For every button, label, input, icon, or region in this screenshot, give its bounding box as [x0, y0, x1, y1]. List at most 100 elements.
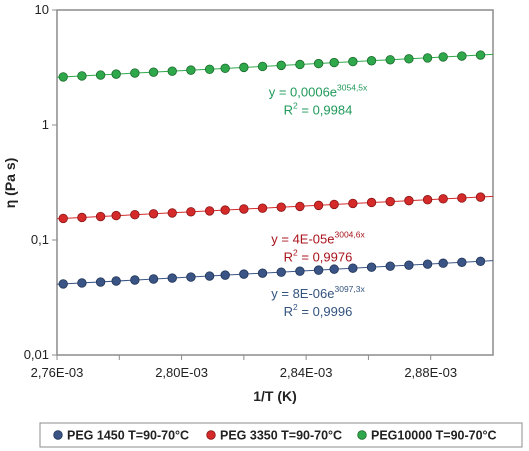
data-point	[422, 259, 433, 269]
data-point	[148, 67, 159, 77]
x-tick-label: 2,88E-03	[404, 365, 457, 380]
r-squared-label: R2 = 0,9976	[284, 247, 353, 264]
plot-area	[56, 9, 494, 356]
data-point	[186, 272, 196, 282]
y-tick-label: 0,1	[31, 232, 49, 247]
data-point	[276, 267, 286, 277]
data-point	[404, 54, 414, 64]
y-tick-label: 0,01	[24, 347, 49, 362]
trend-equation: y = 0,0006e3054,5x	[269, 83, 368, 100]
plot-frame	[56, 9, 494, 356]
data-markers	[58, 50, 486, 289]
data-point	[95, 70, 106, 80]
data-point	[111, 276, 121, 286]
data-point	[475, 192, 486, 202]
y-axis: 0,01 0,1 1 10	[24, 2, 57, 362]
data-point	[313, 200, 324, 211]
legend-label: PEG 3350 T=90-70°C	[220, 429, 342, 443]
data-point	[295, 201, 305, 212]
data-point	[95, 211, 106, 222]
data-point	[186, 65, 196, 75]
data-point	[404, 260, 414, 270]
trend-equation: y = 4E-05e3004,6x	[271, 229, 365, 246]
data-point	[257, 61, 268, 72]
data-point	[239, 62, 249, 73]
data-point	[457, 193, 467, 203]
data-point	[276, 202, 286, 212]
data-point	[438, 258, 448, 268]
data-point	[130, 275, 140, 285]
data-point	[186, 207, 196, 217]
data-point	[257, 268, 268, 278]
x-axis-title: 1/T (K)	[253, 388, 297, 404]
legend-frame	[39, 422, 523, 448]
legend-marker	[53, 430, 63, 440]
x-tick-label: 2,80E-03	[155, 365, 208, 380]
data-point	[95, 277, 106, 287]
data-point	[111, 69, 121, 79]
data-point	[167, 66, 177, 76]
legend-item: PEG 3350 T=90-70°C	[206, 429, 342, 443]
trend-equation: y = 8E-06e3097,3x	[271, 284, 365, 301]
data-point	[204, 64, 215, 75]
data-point	[295, 266, 305, 276]
data-point	[366, 262, 377, 272]
trendline	[56, 53, 494, 78]
data-point	[422, 195, 433, 205]
data-point	[313, 58, 324, 69]
data-point	[348, 198, 358, 209]
data-point	[366, 56, 377, 66]
data-point	[58, 213, 68, 224]
data-point	[77, 278, 87, 288]
data-point	[313, 265, 324, 275]
data-point	[204, 206, 215, 216]
legend-marker	[357, 430, 367, 440]
data-point	[239, 269, 249, 279]
r-squared-label: R2 = 0,9984	[284, 101, 353, 118]
data-point	[475, 256, 486, 266]
data-point	[220, 270, 230, 280]
data-point	[404, 195, 414, 206]
legend-marker	[206, 430, 216, 440]
data-point	[366, 197, 377, 208]
data-point	[329, 264, 339, 274]
data-point	[204, 271, 215, 281]
data-point	[385, 261, 395, 271]
x-tick-label: 2,76E-03	[31, 365, 84, 380]
data-point	[276, 60, 286, 71]
data-point	[239, 204, 249, 214]
r-squared-label: R2 = 0,9996	[284, 302, 353, 319]
y-tick-label: 1	[42, 117, 49, 132]
trendline	[56, 260, 494, 285]
legend-label: PEG10000 T=90-70°C	[371, 429, 497, 443]
data-point	[457, 257, 467, 267]
data-point	[148, 274, 159, 284]
data-point	[329, 199, 339, 210]
data-point	[220, 205, 230, 215]
data-point	[167, 273, 177, 283]
data-point	[475, 50, 486, 60]
y-tick-label: 10	[35, 2, 49, 17]
x-tick-label: 2,84E-03	[280, 365, 333, 380]
data-point	[130, 209, 140, 220]
data-point	[422, 53, 433, 63]
data-point	[385, 55, 395, 65]
y-axis-title: η (Pa s)	[2, 158, 18, 209]
trendlines	[56, 53, 494, 285]
data-point	[295, 59, 305, 70]
legend-item: PEG10000 T=90-70°C	[357, 429, 497, 443]
data-point	[220, 63, 230, 74]
x-axis: 2,76E-03 2,80E-03 2,84E-03 2,88E-03	[31, 355, 457, 380]
data-point	[438, 52, 448, 62]
legend-item: PEG 1450 T=90-70°C	[53, 429, 189, 443]
trendline	[56, 195, 494, 220]
data-point	[348, 263, 358, 273]
data-point	[58, 279, 68, 289]
data-point	[111, 210, 121, 221]
data-point	[348, 56, 358, 67]
data-point	[167, 208, 177, 218]
data-point	[457, 51, 467, 61]
data-point	[385, 196, 395, 207]
